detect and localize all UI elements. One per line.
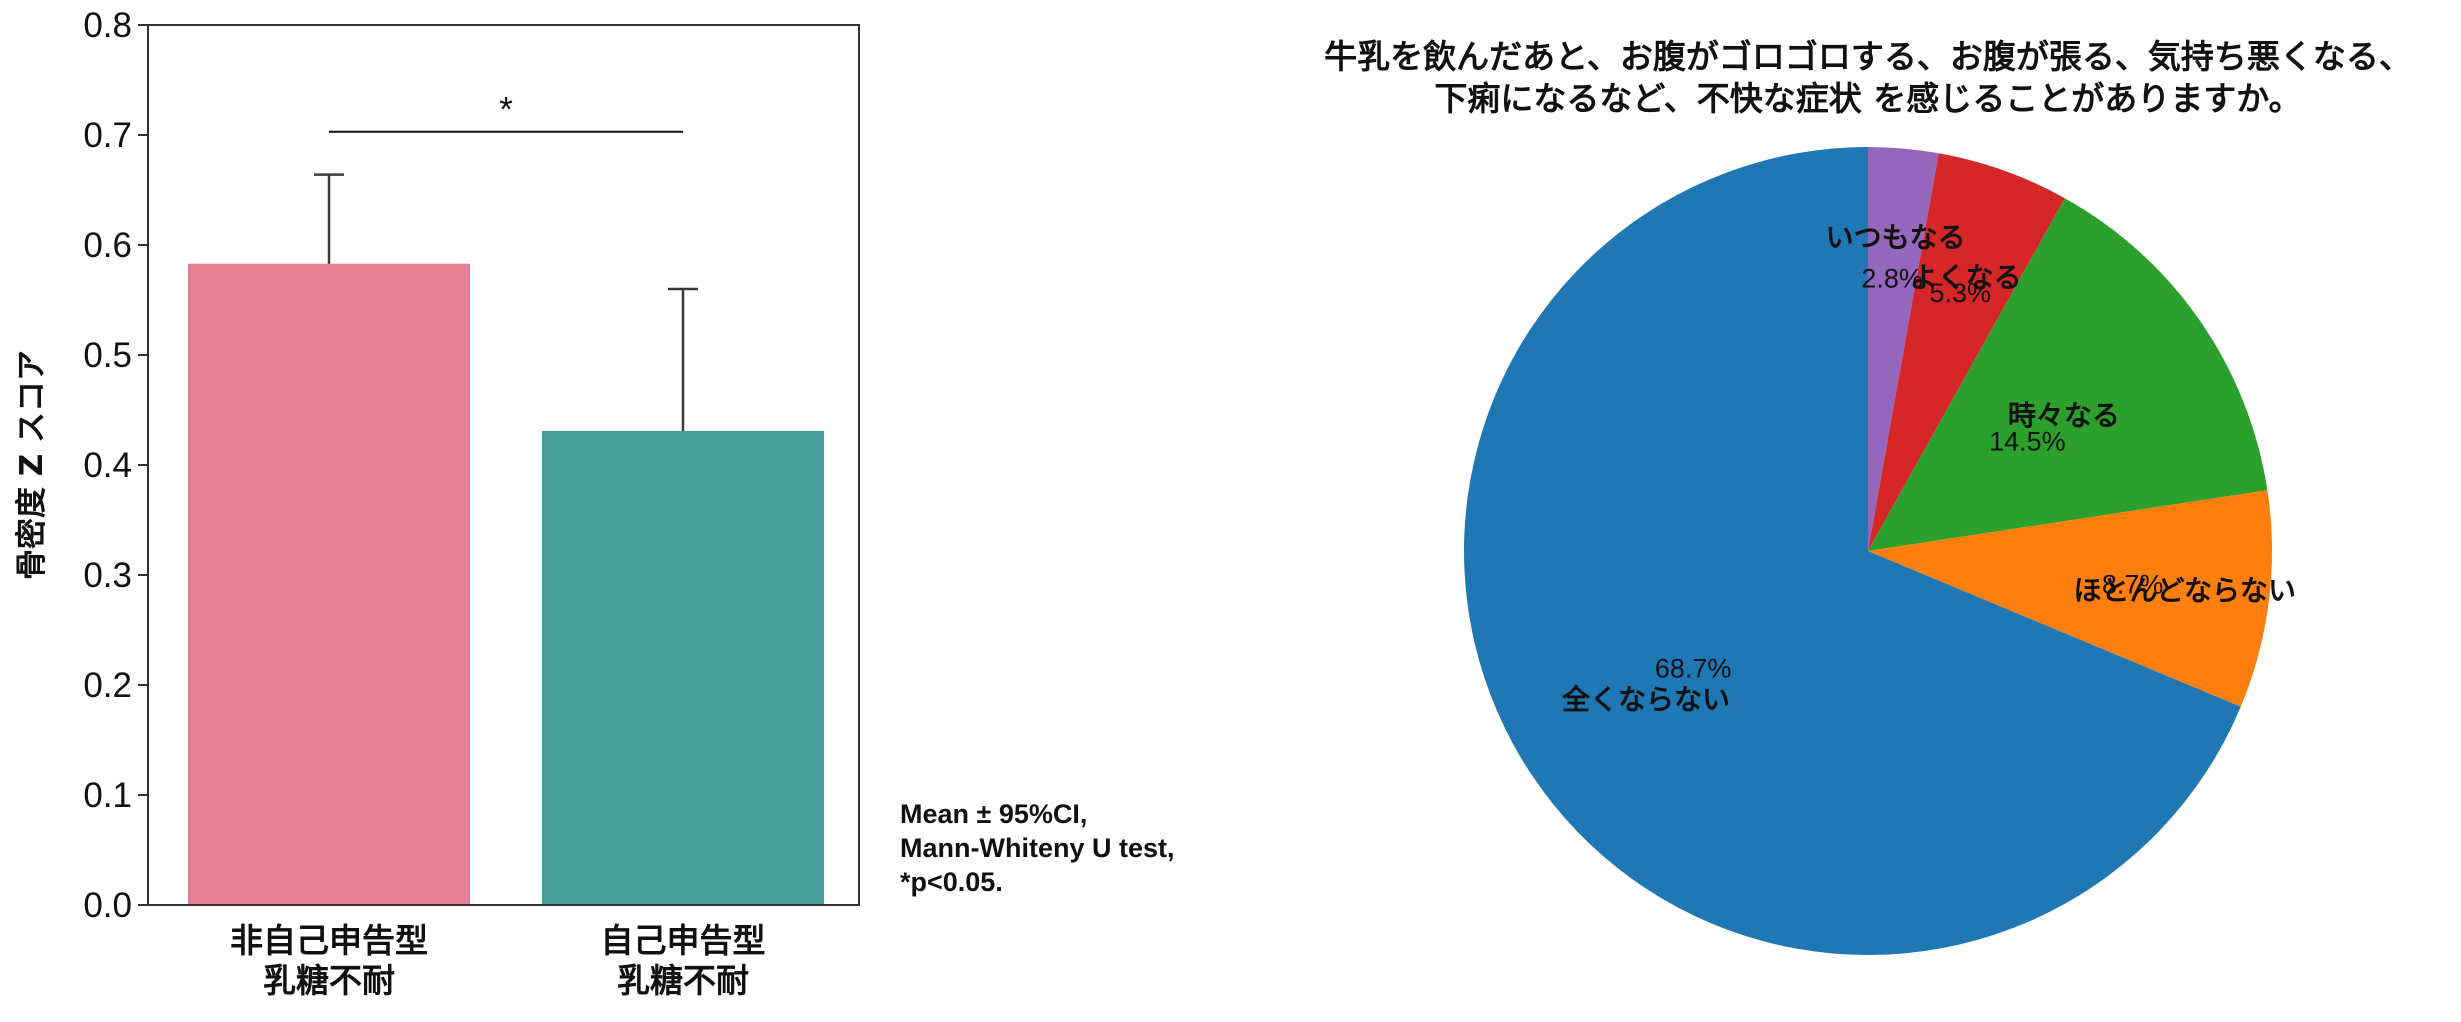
slice-percent-4: 8.7% [2102, 570, 2164, 600]
y-tick-label: 0.4 [83, 446, 132, 485]
y-tick-label: 0.5 [83, 336, 132, 375]
y-axis: 0.0 0.1 0.2 0.3 0.4 0.5 0.6 0.7 0.8 [83, 6, 148, 925]
slice-percent-2: 5.3% [1929, 278, 1991, 308]
slice-percent-1: 2.8% [1861, 263, 1923, 293]
pie-slice-3 [1868, 198, 2268, 551]
slice-label-4: ほとんどならない [2073, 574, 2296, 607]
slice-label-1: いつもなる [1826, 221, 1966, 254]
pie-slice-5 [1463, 147, 2241, 956]
y-tick-label: 0.2 [83, 666, 132, 705]
slice-label-5: 全くならない [1561, 683, 1730, 716]
category-label-1-line2: 乳糖不耐 [263, 961, 395, 1000]
slice-label-2: よくなる [1910, 261, 2022, 294]
y-tick-label: 0.1 [83, 776, 132, 815]
pie-title-line1: 牛乳を飲んだあと、お腹がゴロゴロする、お腹が張る、気持ち悪くなる、 [1324, 37, 2412, 76]
stats-note-line3: *p<0.05. [900, 867, 1003, 897]
bars [188, 263, 824, 905]
slice-percent-3: 14.5% [1989, 426, 2066, 456]
category-label-2-line1: 自己申告型 [601, 921, 766, 960]
category-label-2-line2: 乳糖不耐 [617, 961, 749, 1000]
stats-note-line1: Mean ± 95%CI, [900, 799, 1087, 829]
y-tick-label: 0.3 [83, 556, 132, 595]
y-tick-label: 0.0 [83, 886, 132, 925]
category-label-1-line1: 非自己申告型 [230, 921, 428, 960]
y-tick-label: 0.7 [83, 116, 132, 155]
pie-slices [1463, 147, 2272, 956]
slice-label-3: 時々なる [2008, 399, 2120, 432]
bar-2 [542, 430, 824, 905]
pie-slice-4 [1868, 490, 2272, 707]
pie-slice-1 [1868, 147, 1939, 551]
pie-slice-2 [1868, 153, 2065, 551]
error-bars [314, 173, 698, 431]
significance-star: * [499, 91, 513, 130]
pie-title-line2: 下痢になるなど、不快な症状 を感じることがありますか。 [1434, 79, 2301, 118]
pie-chart: 牛乳を飲んだあと、お腹がゴロゴロする、お腹が張る、気持ち悪くなる、 下痢になるな… [1324, 37, 2412, 956]
pie-labels: 2.8% いつもなる 5.3%よくなる 14.5%時々なる 8.7%ほとんどならない 68… [1561, 221, 2296, 716]
y-axis-label: 骨密度 Z スコア [14, 350, 50, 580]
y-tick-label: 0.8 [83, 6, 132, 45]
y-tick-label: 0.6 [83, 226, 132, 265]
slice-percent-5: 68.7% [1655, 653, 1732, 683]
stats-note-line2: Mann-Whiteny U test, [900, 833, 1175, 863]
bar-chart: 0.0 0.1 0.2 0.3 0.4 0.5 0.6 0.7 0.8 骨密度 Z スコア 非自… [14, 6, 1175, 1000]
bar-1 [188, 263, 470, 905]
